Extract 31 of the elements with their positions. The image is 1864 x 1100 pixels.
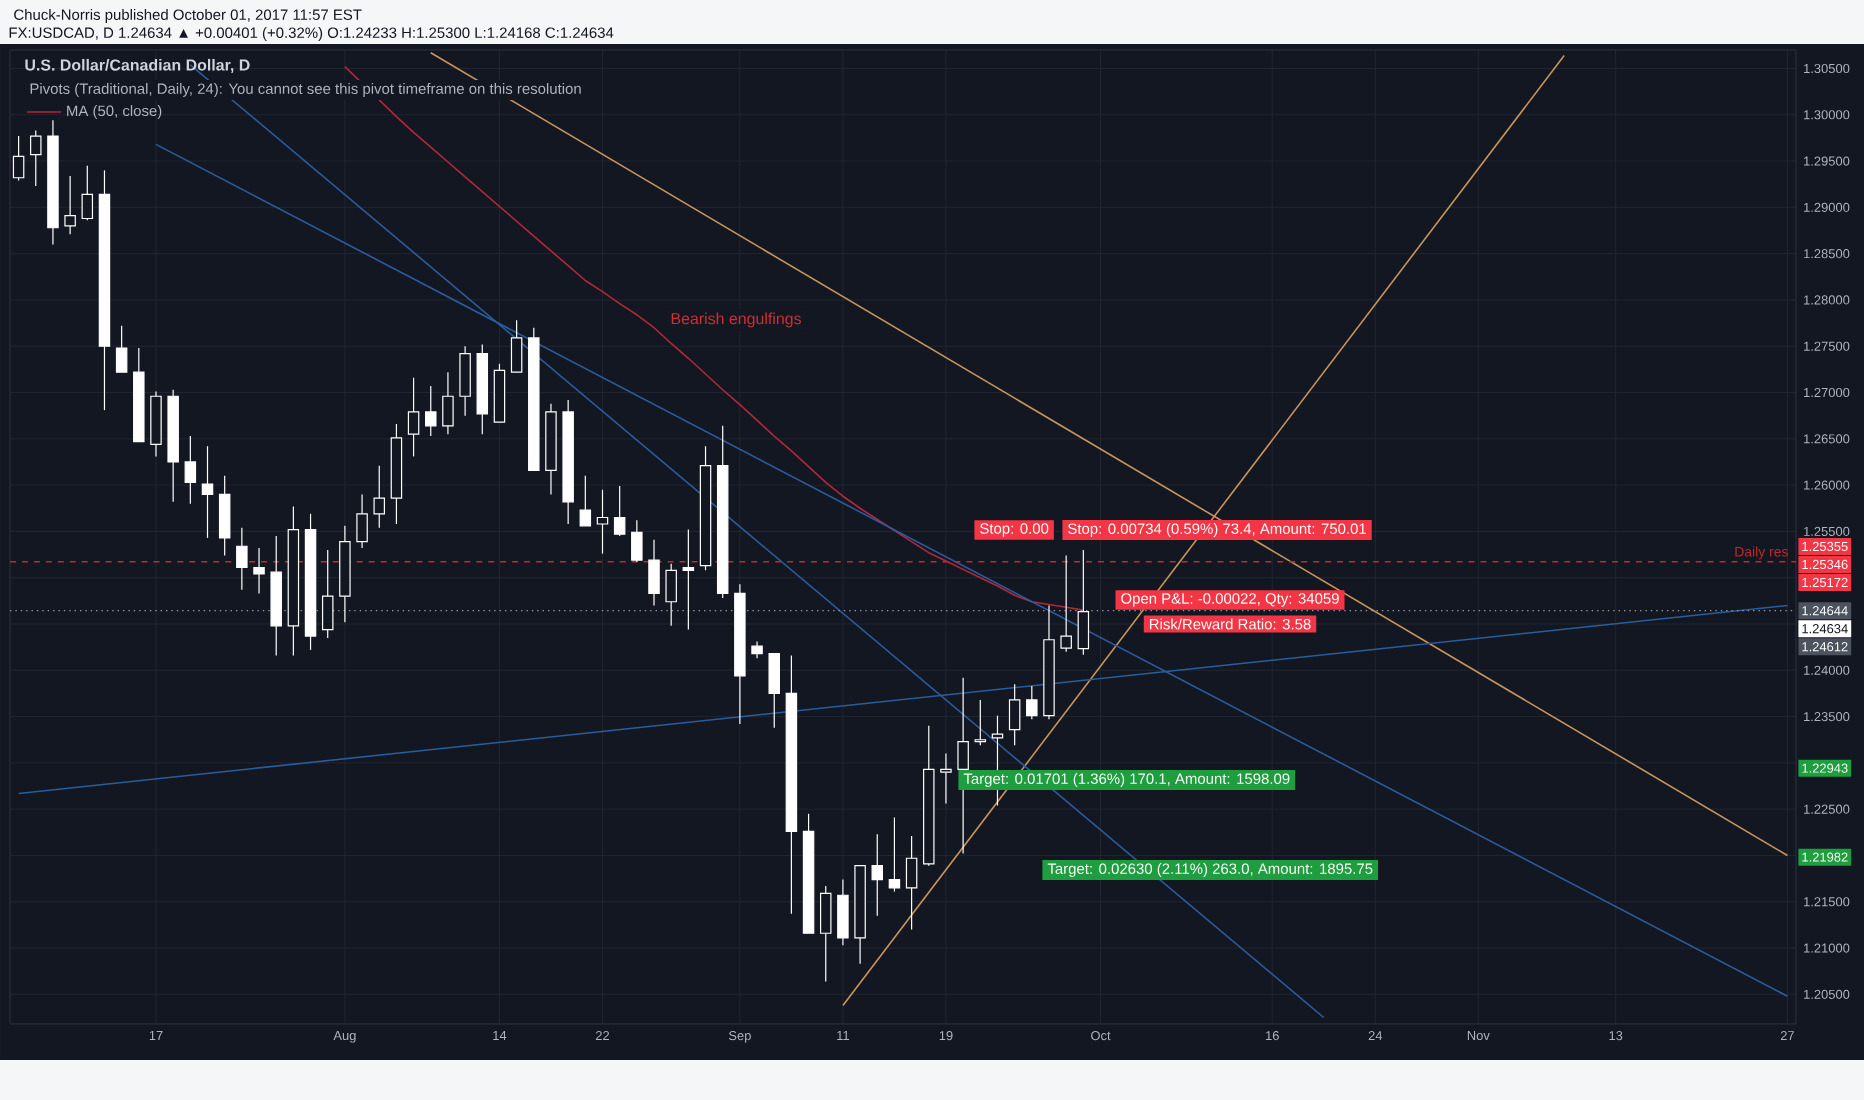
candlestick (545, 403, 557, 495)
candlestick (1043, 604, 1055, 720)
candlestick (201, 445, 214, 539)
candlestick (270, 535, 282, 657)
candlestick (940, 753, 952, 805)
candlestick (751, 640, 763, 659)
candlestick (287, 505, 300, 657)
candlestick (339, 525, 351, 623)
candlestick (356, 493, 368, 549)
candlestick (905, 835, 918, 931)
candlestick (442, 371, 454, 435)
candlestick (253, 547, 265, 595)
candlestick (407, 377, 420, 458)
candlestick (871, 833, 884, 917)
candlestick (98, 169, 111, 411)
candlestick (459, 345, 471, 417)
candlestick (47, 119, 59, 245)
candlestick (184, 435, 197, 505)
candlestick (150, 391, 162, 458)
candlestick (837, 878, 849, 946)
candlestick (923, 725, 935, 867)
candlestick (596, 489, 609, 555)
candlestick (64, 175, 76, 235)
candlestick (562, 399, 574, 525)
candlestick (734, 583, 746, 725)
candlestick (785, 654, 798, 915)
candlestick (648, 539, 660, 607)
candlestick (12, 135, 25, 182)
candlestick (476, 343, 489, 435)
candlestick (682, 528, 695, 631)
candlestick (236, 527, 248, 591)
